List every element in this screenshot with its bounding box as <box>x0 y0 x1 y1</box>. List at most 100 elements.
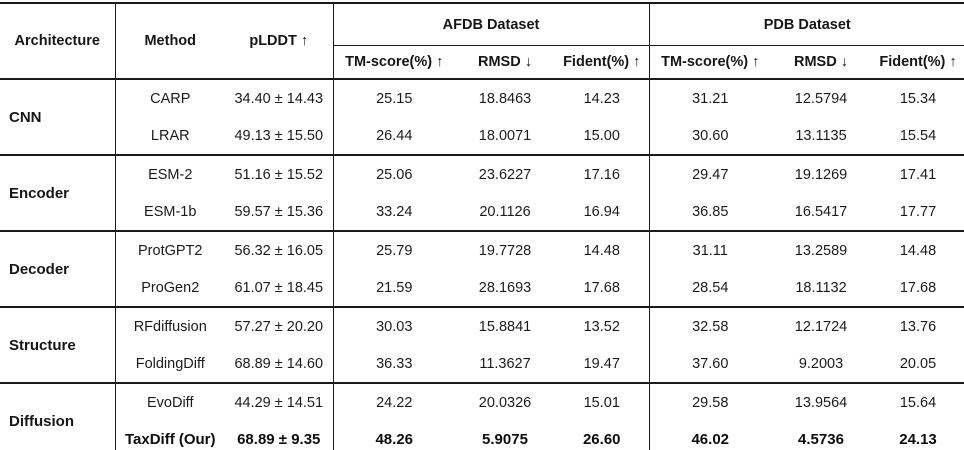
table-header: Architecture Method pLDDT ↑ AFDB Dataset… <box>0 3 964 80</box>
afdb-tm-cell: 24.22 <box>333 382 455 421</box>
afdb-tm-cell: 26.44 <box>376 127 413 144</box>
plddt-cell: 51.16 ± 15.52 <box>225 154 334 193</box>
table-body: CNN CARP 34.40 ± 14.43 25.15 18.8463 14.… <box>0 78 964 450</box>
pdb-rmsd-cell: 13.2589 <box>771 230 871 269</box>
table-row: ESM-1b 59.57 ± 15.36 33.24 20.1126 16.94… <box>0 193 964 231</box>
pdb-rmsd-header: RMSD ↓ <box>771 45 871 80</box>
pdb-rmsd-cell: 12.1724 <box>771 306 871 345</box>
pdb-fident-cell: 20.05 <box>899 355 937 372</box>
afdb-tm-cell: 21.59 <box>376 279 413 296</box>
plddt-cell: 68.89 ± 14.60 <box>225 345 334 383</box>
pdb-rmsd-cell: 4.5736 <box>798 431 844 448</box>
method-cell: ESM-1b <box>144 203 197 220</box>
afdb-rmsd-cell: 5.9075 <box>482 431 528 448</box>
architecture-label: CNN <box>0 78 116 155</box>
plddt-cell: 61.07 ± 18.45 <box>225 269 334 307</box>
pdb-rmsd-cell: 12.5794 <box>771 78 871 117</box>
pdb-rmsd-cell: 13.1135 <box>795 127 847 144</box>
architecture-label: Structure <box>0 306 116 383</box>
architecture-column-header: Architecture <box>0 3 116 80</box>
afdb-rmsd-cell: 18.0071 <box>478 127 532 144</box>
afdb-dataset-header: AFDB Dataset <box>333 3 650 46</box>
plddt-column-header: pLDDT ↑ <box>225 3 334 80</box>
afdb-fident-cell: 19.47 <box>555 345 650 383</box>
afdb-fident-cell: 15.00 <box>555 117 650 155</box>
pdb-tm-cell: 37.60 <box>692 355 729 372</box>
method-cell: RFdiffusion <box>115 306 225 345</box>
pdb-fident-cell: 24.13 <box>899 431 937 448</box>
method-cell: ESM-2 <box>115 154 225 193</box>
pdb-dataset-header: PDB Dataset <box>649 3 964 46</box>
pdb-fident-cell: 17.68 <box>899 279 937 296</box>
afdb-tm-cell: 25.15 <box>333 78 455 117</box>
method-cell: FoldingDiff <box>135 355 205 372</box>
afdb-fident-cell: 16.94 <box>555 193 650 231</box>
afdb-rmsd-header: RMSD ↓ <box>455 45 555 80</box>
pdb-fident-cell: 13.76 <box>871 306 964 345</box>
method-cell: CARP <box>115 78 225 117</box>
afdb-fident-cell: 17.16 <box>555 154 650 193</box>
table-row: LRAR 49.13 ± 15.50 26.44 18.0071 15.00 3… <box>0 117 964 155</box>
pdb-tm-cell: 32.58 <box>649 306 771 345</box>
table-row: CNN CARP 34.40 ± 14.43 25.15 18.8463 14.… <box>0 78 964 155</box>
pdb-fident-cell: 15.64 <box>871 382 964 421</box>
table-row: Structure RFdiffusion 57.27 ± 20.20 30.0… <box>0 306 964 383</box>
pdb-tm-score-header: TM-score(%) ↑ <box>649 45 771 80</box>
pdb-fident-cell: 15.54 <box>899 127 937 144</box>
afdb-tm-score-header: TM-score(%) ↑ <box>333 45 455 80</box>
architecture-label: Encoder <box>0 154 116 231</box>
afdb-fident-cell: 14.48 <box>555 230 650 269</box>
pdb-tm-cell: 46.02 <box>691 431 730 448</box>
plddt-cell: 56.32 ± 16.05 <box>225 230 334 269</box>
pdb-tm-cell: 30.60 <box>692 127 729 144</box>
afdb-rmsd-cell: 15.8841 <box>455 306 555 345</box>
pdb-rmsd-cell: 19.1269 <box>771 154 871 193</box>
afdb-tm-cell: 25.06 <box>333 154 455 193</box>
pdb-tm-cell: 29.47 <box>649 154 771 193</box>
table-row: FoldingDiff 68.89 ± 14.60 36.33 11.3627 … <box>0 345 964 383</box>
afdb-rmsd-cell: 20.0326 <box>455 382 555 421</box>
method-cell: LRAR <box>150 127 190 144</box>
pdb-fident-cell: 17.77 <box>899 203 937 220</box>
pdb-rmsd-cell: 18.1132 <box>795 279 847 296</box>
table-row: Decoder ProtGPT2 56.32 ± 16.05 25.79 19.… <box>0 230 964 307</box>
pdb-fident-cell: 15.34 <box>871 78 964 117</box>
method-cell: ProtGPT2 <box>115 230 225 269</box>
table-row: ProGen2 61.07 ± 18.45 21.59 28.1693 17.6… <box>0 269 964 307</box>
afdb-rmsd-cell: 28.1693 <box>478 279 532 296</box>
afdb-tm-cell: 25.79 <box>333 230 455 269</box>
afdb-rmsd-cell: 19.7728 <box>455 230 555 269</box>
afdb-tm-cell: 36.33 <box>376 355 413 372</box>
pdb-fident-cell: 14.48 <box>871 230 964 269</box>
method-column-header: Method <box>115 3 225 80</box>
afdb-fident-cell: 17.68 <box>555 269 650 307</box>
pdb-fident-cell: 17.41 <box>871 154 964 193</box>
method-cell: ProGen2 <box>141 279 200 296</box>
method-cell: EvoDiff <box>115 382 225 421</box>
pdb-rmsd-cell: 13.9564 <box>771 382 871 421</box>
afdb-tm-cell: 30.03 <box>333 306 455 345</box>
plddt-cell: 68.89 ± 9.35 <box>225 421 334 450</box>
afdb-fident-header: Fident(%) ↑ <box>555 45 650 80</box>
pdb-rmsd-cell: 16.5417 <box>794 203 848 220</box>
method-cell: TaxDiff (Our) <box>124 431 216 448</box>
afdb-rmsd-cell: 18.8463 <box>455 78 555 117</box>
afdb-fident-cell: 15.01 <box>555 382 650 421</box>
afdb-rmsd-cell: 20.1126 <box>479 203 531 220</box>
afdb-fident-cell: 13.52 <box>555 306 650 345</box>
plddt-cell: 44.29 ± 14.51 <box>225 382 334 421</box>
architecture-label: Diffusion <box>0 382 116 450</box>
pdb-tm-cell: 36.85 <box>692 203 729 220</box>
architecture-label: Decoder <box>0 230 116 307</box>
pdb-fident-header: Fident(%) ↑ <box>871 45 964 80</box>
pdb-tm-cell: 29.58 <box>649 382 771 421</box>
plddt-cell: 49.13 ± 15.50 <box>225 117 334 155</box>
table-row-ours: TaxDiff (Our) 68.89 ± 9.35 48.26 5.9075 … <box>0 421 964 450</box>
table-row: Encoder ESM-2 51.16 ± 15.52 25.06 23.622… <box>0 154 964 231</box>
pdb-tm-cell: 31.11 <box>649 230 771 269</box>
pdb-rmsd-cell: 9.2003 <box>798 355 844 372</box>
afdb-rmsd-cell: 23.6227 <box>455 154 555 193</box>
plddt-cell: 34.40 ± 14.43 <box>225 78 334 117</box>
